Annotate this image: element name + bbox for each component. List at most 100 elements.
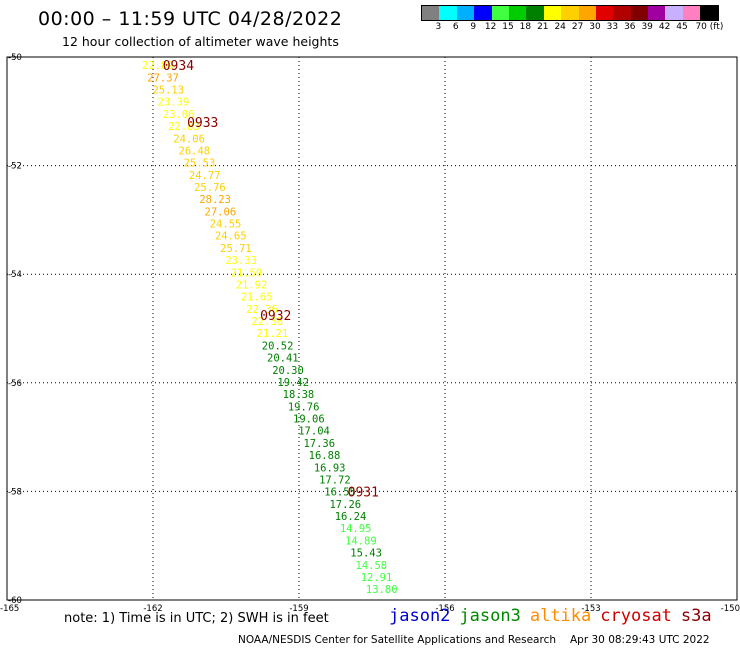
legend-swatch xyxy=(613,6,631,20)
swh-value: 22.36 xyxy=(246,304,278,316)
legend-label: 33 xyxy=(606,22,619,32)
legend-label: 30 xyxy=(589,22,601,32)
satellite-track: 22.8927.3725.1323.3923.0622.8324.0626.48… xyxy=(142,60,397,596)
swh-value: 16.88 xyxy=(309,450,341,462)
timestamp: Apr 30 08:29:43 UTC 2022 xyxy=(570,634,710,646)
swh-value: 16.24 xyxy=(335,511,367,523)
swh-value: 21.92 xyxy=(236,279,268,291)
swh-value: 17.72 xyxy=(319,474,351,486)
mission-jason3: jason3 xyxy=(459,606,521,626)
mission-cryosat: cryosat xyxy=(600,606,672,626)
swh-value: 23.06 xyxy=(163,109,195,121)
swh-value: 22.89 xyxy=(142,60,174,72)
lon-tick-label: -165 xyxy=(0,604,19,614)
swh-value: 24.55 xyxy=(210,219,242,231)
swh-value: 22.38 xyxy=(251,316,283,328)
swh-value: 19.06 xyxy=(293,414,325,426)
axis-labels: -50 -52 -54 -56 -58 -60-165 -162 -159 -156 -153 -1… xyxy=(0,53,740,614)
lon-tick-label: -159 xyxy=(289,604,308,614)
swh-value: 14.89 xyxy=(345,535,377,547)
legend-swatch xyxy=(422,6,440,20)
lon-tick-label: -153 xyxy=(581,604,600,614)
note-text: note: 1) Time is in UTC; 2) SWH is in fe… xyxy=(64,611,329,626)
lat-tick-label: -50 xyxy=(8,53,22,63)
legend-label: 45 xyxy=(676,22,688,32)
legend-swatch xyxy=(561,6,579,20)
swh-value: 14.58 xyxy=(356,560,388,572)
lon-tick-label: -156 xyxy=(435,604,454,614)
legend-swatch xyxy=(682,6,701,20)
lat-tick-label: -58 xyxy=(8,487,22,497)
legend-swatch xyxy=(456,6,475,20)
time-label: 0931 xyxy=(348,485,379,500)
legend-swatch xyxy=(700,6,718,20)
swh-value: 16.55 xyxy=(324,487,356,499)
time-label: 0932 xyxy=(260,309,291,324)
swh-value: 12.91 xyxy=(361,572,393,584)
credit-line: NOAA/NESDIS Center for Satellite Applica… xyxy=(238,634,710,646)
legend-label: 3 xyxy=(435,22,442,32)
time-label: 0933 xyxy=(187,116,218,131)
swh-value: 21.65 xyxy=(241,292,273,304)
swh-value: 17.04 xyxy=(298,426,330,438)
swh-value: 27.37 xyxy=(147,72,179,84)
swh-value: 14.95 xyxy=(340,523,372,535)
mission-altika: altika xyxy=(529,606,592,626)
swh-value: 18.38 xyxy=(283,389,315,401)
swh-value: 19.76 xyxy=(288,401,320,413)
swh-value: 23.33 xyxy=(225,255,257,267)
swh-value: 13.80 xyxy=(366,584,398,596)
mission-jason2: jason2 xyxy=(389,606,451,626)
legend-label: 24 xyxy=(554,22,566,32)
swh-value: 21.59 xyxy=(231,267,263,279)
legend-swatch xyxy=(595,6,614,20)
legend-swatch xyxy=(474,6,492,20)
legend-swatch xyxy=(439,6,457,20)
swh-value: 20.52 xyxy=(262,340,294,352)
lat-tick-label: -60 xyxy=(8,596,22,606)
mission-s3a: s3a xyxy=(680,606,712,626)
swh-value: 24.06 xyxy=(173,133,205,145)
time-label: 0934 xyxy=(163,59,194,74)
legend-label: 18 xyxy=(519,22,532,32)
time-labels: 0934 0933 0932 0931 xyxy=(163,59,379,500)
swh-value: 25.53 xyxy=(184,158,216,170)
legend-swatch xyxy=(665,6,683,20)
swh-value: 28.23 xyxy=(199,194,231,206)
legend-swatch xyxy=(578,6,596,20)
color-legend: 3 6 9 12 15 18 21 24 27 30 33 36 39 42 45 70 (ft) xyxy=(421,5,723,32)
legend-label: 36 xyxy=(624,22,636,32)
credit-text: NOAA/NESDIS Center for Satellite Applica… xyxy=(238,634,556,646)
legend-swatch xyxy=(648,6,666,20)
map-title: 00:00 – 11:59 UTC 04/28/2022 xyxy=(38,8,343,30)
swh-value: 19.42 xyxy=(277,377,309,389)
mission-legend: jason2 jason3 altika cryosat s3a xyxy=(389,606,721,626)
map-grid xyxy=(6,56,738,601)
swh-value: 24.65 xyxy=(215,231,247,243)
lat-tick-label: -54 xyxy=(8,270,22,280)
swh-value: 25.76 xyxy=(194,182,226,194)
lat-tick-label: -52 xyxy=(8,162,22,172)
legend-label: 39 xyxy=(641,22,653,32)
legend-label: 27 xyxy=(571,22,584,32)
legend-label: 21 xyxy=(537,22,549,32)
legend-label: 42 xyxy=(658,22,671,32)
swh-value: 24.77 xyxy=(189,170,221,182)
map-subtitle: 12 hour collection of altimeter wave hei… xyxy=(62,34,339,49)
swh-value: 21.21 xyxy=(257,328,289,340)
swh-value: 26.48 xyxy=(179,145,211,157)
legend-swatch xyxy=(491,6,509,20)
legend-swatches xyxy=(421,5,719,21)
swh-value: 20.41 xyxy=(267,353,299,365)
swh-value: 25.71 xyxy=(220,243,252,255)
swh-value: 23.39 xyxy=(158,97,190,109)
legend-label: 12 xyxy=(484,22,497,32)
legend-label: 15 xyxy=(502,22,514,32)
lat-tick-label: -56 xyxy=(8,379,22,389)
legend-label: 70 (ft) xyxy=(695,22,724,32)
swh-value: 15.43 xyxy=(350,548,382,560)
swh-value: 27.06 xyxy=(205,206,237,218)
swh-value: 22.83 xyxy=(168,121,200,133)
swh-value: 20.30 xyxy=(272,365,304,377)
swh-value: 25.13 xyxy=(152,85,184,97)
